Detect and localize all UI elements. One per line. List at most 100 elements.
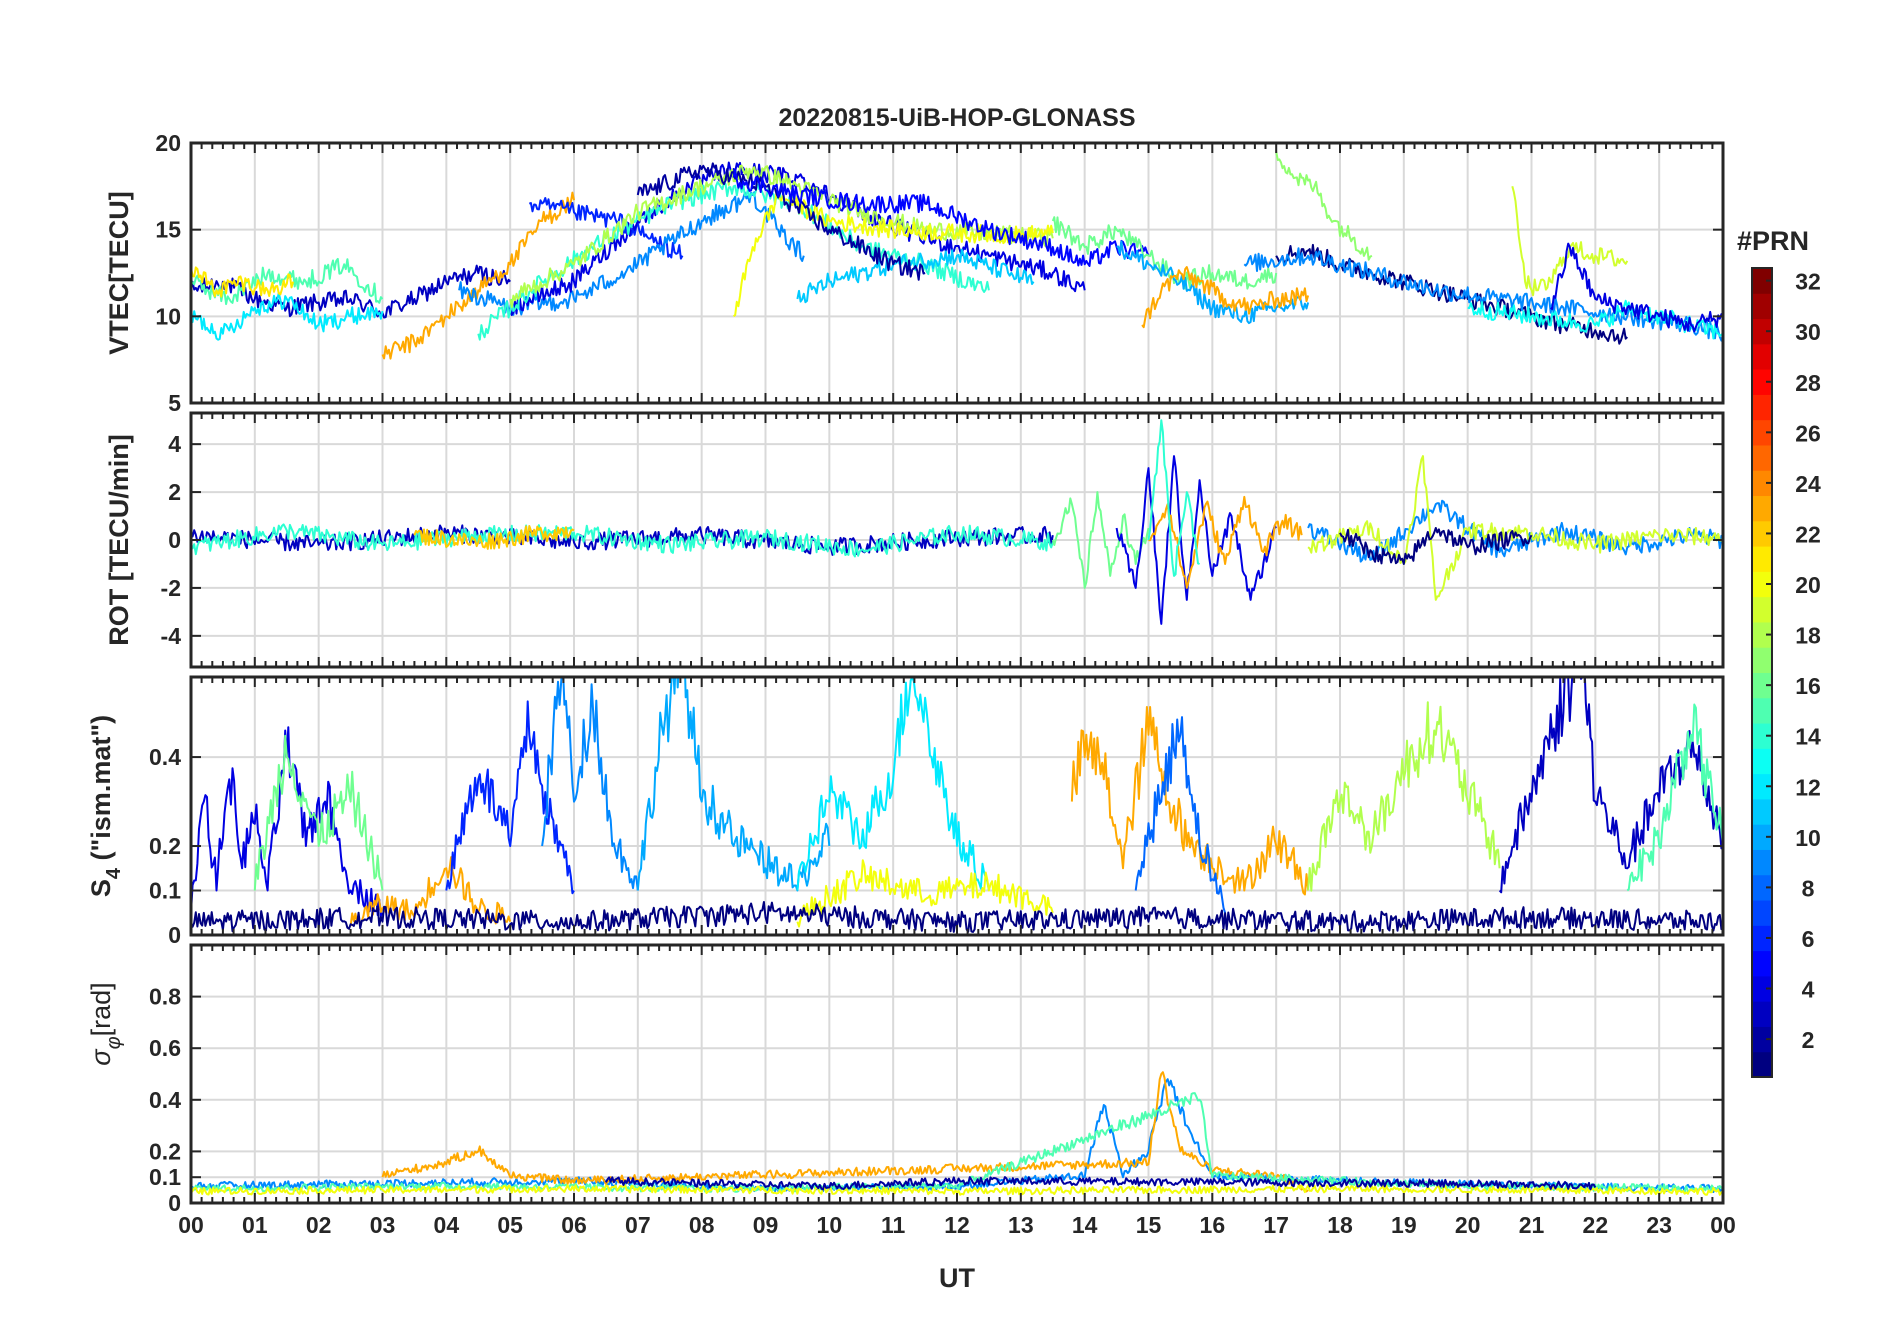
series-group xyxy=(191,1071,1723,1196)
colorbar-segment xyxy=(1752,1051,1772,1078)
series-line-prn-14 xyxy=(191,523,1054,558)
colorbar-segment xyxy=(1752,950,1772,977)
colorbar-segment xyxy=(1752,1026,1772,1053)
colorbar-segment xyxy=(1752,849,1772,876)
colorbar-segment xyxy=(1752,343,1772,370)
x-tick-label: 16 xyxy=(1200,1212,1226,1238)
x-tick-label: 17 xyxy=(1263,1212,1289,1238)
colorbar-segment xyxy=(1752,444,1772,471)
series-line-prn-4 xyxy=(1115,455,1277,625)
x-tick-label: 00 xyxy=(178,1212,204,1238)
series-line-prn-15 xyxy=(1626,703,1723,892)
series-line-prn-14 xyxy=(477,181,990,341)
colorbar-segment xyxy=(1752,596,1772,623)
colorbar-segment xyxy=(1752,773,1772,800)
x-axis-tick-labels: 00 01 02 03 04 05 06 07 08 09 10 11 12 13 14 15 16 17 18 19… xyxy=(178,1212,1736,1238)
series-line-prn-20 xyxy=(732,189,1054,318)
colorbar-segment xyxy=(1752,824,1772,850)
y-tick-label: 15 xyxy=(155,217,181,243)
y-tick-label: 0 xyxy=(168,527,181,553)
x-tick-label: 07 xyxy=(625,1212,651,1238)
colorbar-tick-label: 28 xyxy=(1795,370,1821,396)
y-tick-label: -2 xyxy=(161,575,181,601)
colorbar-tick-label: 30 xyxy=(1795,319,1821,345)
series-line-prn-23 xyxy=(1070,706,1310,896)
y-tick-label: 0.2 xyxy=(149,833,181,859)
colorbar-frame xyxy=(1751,267,1773,1078)
x-minor-ticks xyxy=(190,143,1724,403)
x-tick-label: 19 xyxy=(1391,1212,1417,1238)
colorbar-segment xyxy=(1752,293,1772,320)
x-tick-label: 01 xyxy=(242,1212,268,1238)
panel-s4: 0 0.1 0.2 0.4 S4 ("ism.mat") xyxy=(86,675,1725,948)
colorbar-segment xyxy=(1752,975,1772,1002)
x-tick-label: 14 xyxy=(1072,1212,1098,1238)
y-tick-label: 0.4 xyxy=(149,744,181,770)
colorbar-tick-label: 10 xyxy=(1795,825,1821,851)
y-axis-label: σφ[rad] xyxy=(86,982,125,1065)
x-tick-label: 13 xyxy=(1008,1212,1034,1238)
series-line-prn-22 xyxy=(413,525,575,550)
colorbar-tick-label: 6 xyxy=(1802,926,1815,952)
x-tick-label: 23 xyxy=(1646,1212,1672,1238)
y-tick-label: 10 xyxy=(155,303,181,329)
series-line-prn-10 xyxy=(1116,240,1310,325)
colorbar-segment xyxy=(1752,369,1772,395)
series-line-prn-20 xyxy=(191,1184,1723,1196)
series-line-prn-13 xyxy=(1467,299,1723,340)
x-tick-label: 09 xyxy=(753,1212,779,1238)
colorbar-segment xyxy=(1752,318,1772,345)
x-minor-ticks xyxy=(190,677,1724,935)
x-tick-label: 18 xyxy=(1327,1212,1353,1238)
y-axis-label: S4 ("ism.mat") xyxy=(86,715,125,897)
series-line-prn-11 xyxy=(796,248,1035,304)
x-tick-label: 20 xyxy=(1455,1212,1481,1238)
colorbar-tick-label: 4 xyxy=(1802,977,1815,1003)
y-tick-label: 4 xyxy=(168,431,181,457)
x-tick-label: 08 xyxy=(689,1212,715,1238)
x-tick-label: 10 xyxy=(817,1212,843,1238)
series-line-prn-2 xyxy=(605,1176,1597,1191)
series-line-prn-15 xyxy=(191,1092,1723,1193)
x-tick-label: 11 xyxy=(881,1212,906,1238)
series-line-prn-20 xyxy=(796,859,1054,928)
colorbar-tick-label: 8 xyxy=(1802,875,1815,901)
series-line-prn-4 xyxy=(1550,242,1723,333)
colorbar-title: #PRN xyxy=(1737,226,1809,256)
colorbar-segment xyxy=(1752,1001,1772,1027)
series-line-prn-14 xyxy=(1147,419,1200,577)
colorbar-tick-label: 26 xyxy=(1795,420,1821,446)
x-minor-ticks xyxy=(190,945,1724,1203)
series-line-prn-18 xyxy=(1307,701,1501,892)
panel-sigma-phi: 00.10.2 0.4 0.6 0.8 σφ[rad] xyxy=(86,943,1725,1216)
series-line-prn-1 xyxy=(1339,527,1533,565)
y-axis-label: ROT [TECU/min] xyxy=(104,434,134,645)
series-line-prn-23 xyxy=(349,856,512,927)
y-axis-label: VTEC[TECU] xyxy=(104,191,134,355)
colorbar-tick-label: 2 xyxy=(1802,1027,1815,1053)
series-line-prn-23 xyxy=(381,1071,1309,1193)
y-tick-label: 0.2 xyxy=(149,1138,181,1164)
colorbar-tick-label: 20 xyxy=(1795,572,1821,598)
x-tick-label: 15 xyxy=(1136,1212,1162,1238)
series-line-prn-3 xyxy=(191,524,1054,556)
series-line-prn-12 xyxy=(796,677,990,891)
x-tick-label: 06 xyxy=(561,1212,587,1238)
series-group xyxy=(191,419,1723,625)
colorbar-segment xyxy=(1752,621,1772,648)
x-minor-ticks xyxy=(190,413,1724,667)
y-tick-label: 2 xyxy=(168,479,181,505)
y-tick-label: 0 xyxy=(168,922,181,948)
x-tick-label: 02 xyxy=(306,1212,332,1238)
x-tick-label: 00 xyxy=(1710,1212,1736,1238)
series-line-prn-15 xyxy=(191,257,384,306)
colorbar-tick-label: 16 xyxy=(1795,673,1821,699)
series-line-prn-16 xyxy=(253,734,384,891)
x-tick-label: 21 xyxy=(1519,1212,1545,1238)
x-tick-label: 05 xyxy=(497,1212,523,1238)
y-tick-label: 0.1 xyxy=(149,878,181,904)
series-line-prn-12 xyxy=(191,291,384,341)
colorbar-segment xyxy=(1752,394,1772,421)
